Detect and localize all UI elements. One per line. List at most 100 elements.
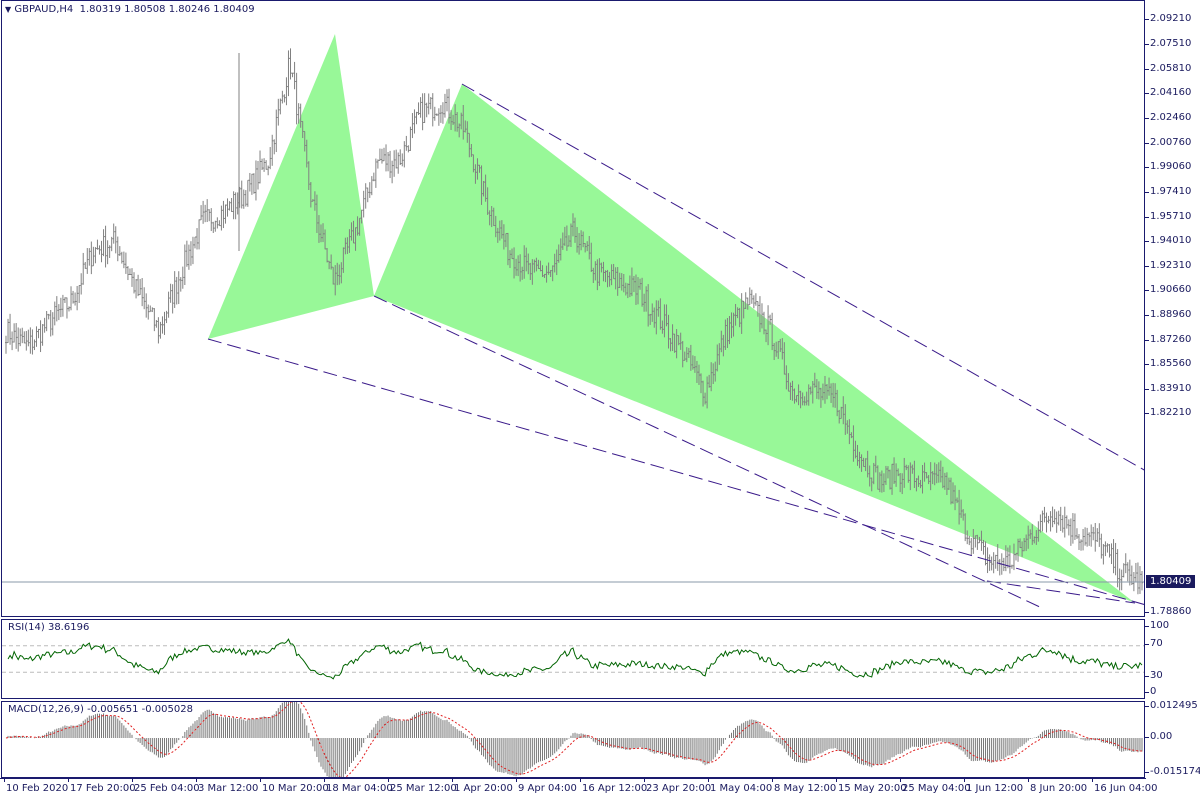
price-bar xyxy=(610,264,613,286)
price-bar xyxy=(728,316,731,345)
time-tick xyxy=(772,778,773,782)
rsi-pane[interactable]: RSI(14) 38.6196 xyxy=(1,619,1145,699)
price-bar xyxy=(80,273,83,295)
macd-label: 0.012495 xyxy=(1150,700,1198,711)
price-bar xyxy=(1080,539,1083,551)
time-tick xyxy=(964,778,965,782)
time-tick xyxy=(900,778,901,782)
price-bar xyxy=(848,419,851,445)
macd-pane[interactable]: MACD(12,26,9) -0.005651 -0.005028 xyxy=(1,701,1145,778)
price-bar xyxy=(531,259,534,285)
price-bar xyxy=(139,278,142,296)
price-bar xyxy=(697,364,700,385)
price-bar xyxy=(413,109,416,134)
price-bar xyxy=(681,340,684,368)
price-bar xyxy=(470,144,473,157)
time-label: 1 Jun 12:00 xyxy=(966,783,1024,794)
main-chart-pane[interactable] xyxy=(1,0,1145,617)
triangle-down-icon[interactable]: ▼ xyxy=(5,5,12,14)
price-bar xyxy=(1045,512,1048,533)
price-bar xyxy=(624,282,627,296)
time-label: 16 Jun 04:00 xyxy=(1094,783,1158,794)
time-axis-line xyxy=(0,778,1146,779)
price-bar xyxy=(59,297,62,318)
price-bar xyxy=(565,225,568,251)
price-bar xyxy=(775,341,778,357)
macd-tick xyxy=(1145,772,1149,773)
price-bar xyxy=(860,454,863,472)
price-bar xyxy=(736,307,739,319)
price-bar xyxy=(338,264,341,285)
price-bar xyxy=(1082,529,1085,551)
price-bar xyxy=(169,283,172,303)
price-bar xyxy=(893,457,896,484)
price-bar xyxy=(137,274,140,297)
rsi-label: 0 xyxy=(1150,686,1157,697)
price-bar xyxy=(1118,568,1121,591)
price-bar xyxy=(198,219,201,250)
rsi-title: RSI(14) 38.6196 xyxy=(8,622,90,633)
price-bar xyxy=(246,179,249,207)
price-bar xyxy=(360,209,363,224)
price-bar xyxy=(1061,515,1064,533)
price-bar xyxy=(1021,541,1024,557)
price-bar xyxy=(330,254,333,270)
price-bar xyxy=(651,303,654,322)
price-bar xyxy=(1108,544,1111,558)
price-bar xyxy=(903,457,906,488)
price-bar xyxy=(11,331,14,351)
price-bar xyxy=(13,323,16,343)
price-bar xyxy=(122,251,125,269)
price-bar xyxy=(529,262,532,281)
price-bar xyxy=(659,298,662,330)
price-bar xyxy=(126,266,129,281)
price-bar xyxy=(9,313,12,345)
price-bar xyxy=(781,338,784,360)
price-bar xyxy=(254,160,257,201)
price-bar xyxy=(958,489,961,525)
price-bar xyxy=(655,300,658,335)
price-bar xyxy=(732,312,735,337)
price-label: 1.82210 xyxy=(1150,407,1192,418)
price-bar xyxy=(350,222,353,241)
price-bar xyxy=(513,247,516,279)
price-bar xyxy=(606,269,609,288)
price-bar xyxy=(1057,510,1060,526)
price-bar xyxy=(67,306,70,312)
price-bar xyxy=(100,240,103,263)
symbol-info: GBPAUD,H4 xyxy=(14,4,74,15)
price-bar xyxy=(21,327,24,344)
price-bar xyxy=(494,215,497,238)
time-tick xyxy=(260,778,261,782)
price-bar xyxy=(1043,506,1046,523)
time-tick xyxy=(196,778,197,782)
price-bar xyxy=(466,121,469,143)
price-bar xyxy=(462,105,465,140)
price-bar xyxy=(521,266,524,280)
price-bar xyxy=(758,296,761,333)
price-bar xyxy=(15,323,18,349)
price-tick xyxy=(1145,167,1149,168)
price-bar xyxy=(370,176,373,196)
price-bar xyxy=(250,173,253,195)
price-bar xyxy=(895,463,898,487)
price-bar xyxy=(1049,511,1052,532)
price-bar xyxy=(899,472,902,493)
time-label: 25 May 04:00 xyxy=(902,783,971,794)
price-bar xyxy=(319,224,322,243)
price-bar xyxy=(478,164,481,173)
price-bar xyxy=(675,329,678,359)
price-bar xyxy=(712,363,715,385)
price-bar xyxy=(218,220,221,227)
price-bar xyxy=(832,382,835,408)
price-bar xyxy=(870,477,873,492)
price-bar xyxy=(952,482,955,504)
price-bar xyxy=(468,132,471,158)
price-bar xyxy=(821,383,824,401)
macd-label: -0.015174 xyxy=(1150,766,1200,777)
price-tick xyxy=(1145,69,1149,70)
price-bar xyxy=(1086,527,1089,547)
price-bar xyxy=(476,158,479,180)
price-bar xyxy=(41,324,44,346)
price-bar xyxy=(819,387,822,408)
